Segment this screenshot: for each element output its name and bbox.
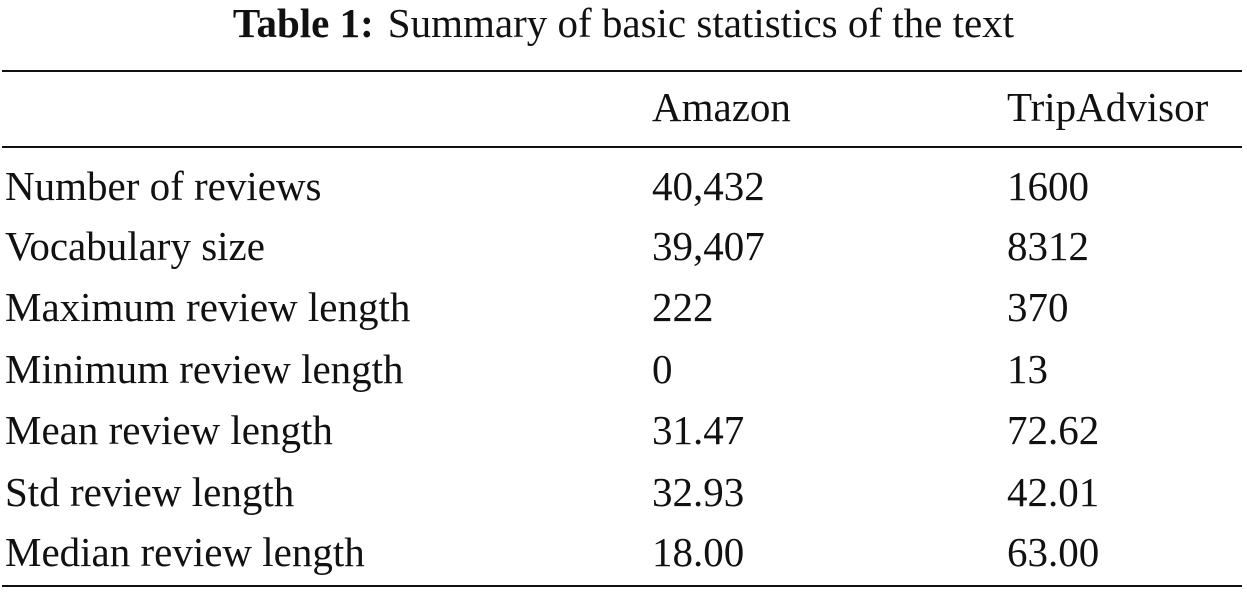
table-cell: 32.93 (652, 469, 745, 515)
table-cell: 13 (1007, 346, 1048, 392)
column-header: Amazon (652, 84, 791, 130)
bottom-rule (2, 585, 1242, 587)
top-rule (2, 70, 1242, 72)
table-cell: 42.01 (1007, 469, 1100, 515)
table-cell: 31.47 (652, 407, 745, 453)
table-caption: Table 1: Summary of basic statistics of t… (0, 0, 1247, 46)
row-label: Number of reviews (5, 163, 322, 209)
row-label: Median review length (5, 529, 365, 575)
caption-text: Summary of basic statistics of the text (387, 0, 1015, 46)
table-cell: 72.62 (1007, 407, 1100, 453)
row-label: Std review length (5, 469, 295, 515)
table-cell: 222 (652, 284, 714, 330)
mid-rule (2, 146, 1242, 148)
table-cell: 8312 (1007, 223, 1089, 269)
row-label: Minimum review length (5, 346, 404, 392)
caption-label: Table 1: (232, 0, 374, 46)
table-cell: 40,432 (652, 163, 765, 209)
table-cell: 370 (1007, 284, 1069, 330)
table-cell: 18.00 (652, 529, 745, 575)
row-label: Maximum review length (5, 284, 411, 330)
row-label: Mean review length (5, 407, 333, 453)
table-cell: 39,407 (652, 223, 765, 269)
table-cell: 63.00 (1007, 529, 1100, 575)
column-header: TripAdvisor (1007, 84, 1209, 130)
table-cell: 1600 (1007, 163, 1089, 209)
table-cell: 0 (652, 346, 673, 392)
row-label: Vocabulary size (5, 223, 265, 269)
